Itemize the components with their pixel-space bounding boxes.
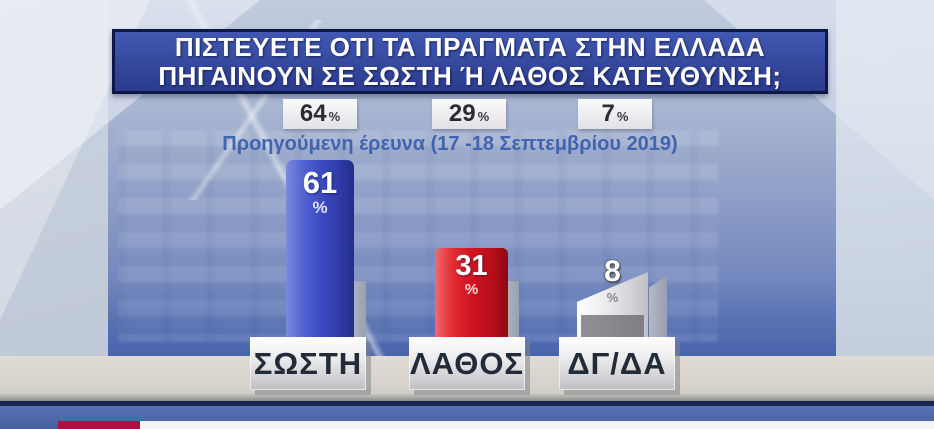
percent-sign: % xyxy=(606,290,619,305)
category-label-lathos: ΛΑΘΟΣ xyxy=(409,337,525,390)
lower-third-red-tab xyxy=(58,421,140,429)
bar-dgda-inner-block xyxy=(581,315,644,337)
category-label-dgda: ΔΓ/ΔΑ xyxy=(559,337,675,390)
previous-survey-caption: Προηγούμενη έρευνα (17 -18 Σεπτεμβρίου 2… xyxy=(222,133,678,155)
lower-third-white-strip xyxy=(140,421,934,429)
question-line-1: ΠΙΣΤΕΥΕΤΕ ΟΤΙ ΤΑ ΠΡΑΓΜΑΤΑ ΣΤΗΝ ΕΛΛΑΔΑ xyxy=(174,31,766,62)
bar-sosti: 61 % xyxy=(286,160,354,340)
lower-third-edge xyxy=(0,394,934,401)
lower-third-navy-line xyxy=(0,401,934,406)
backdrop-right-panel xyxy=(836,0,934,360)
bar-sosti-value: 61 xyxy=(302,165,338,200)
previous-value-sosti: 64 % xyxy=(283,99,357,129)
question-line-2: ΠΗΓΑΙΝΟΥΝ ΣΕ ΣΩΣΤΗ Ή ΛΑΘΟΣ ΚΑΤΕΥΘΥΝΣΗ; xyxy=(158,60,782,91)
percent-sign: % xyxy=(616,109,629,124)
percent-sign: % xyxy=(477,109,490,124)
bar-lathos: 31 % xyxy=(435,248,508,340)
bar-lathos-value: 31 xyxy=(455,250,488,282)
previous-value-dgda: 7 % xyxy=(578,99,652,129)
bar-shadow-dgda xyxy=(649,276,667,340)
previous-value-sosti-number: 64 xyxy=(299,100,327,127)
percent-sign: % xyxy=(464,281,479,298)
bar-dgda-value: 8 xyxy=(604,255,621,288)
previous-value-lathos: 29 % xyxy=(432,99,506,129)
category-label-sosti: ΣΩΣΤΗ xyxy=(250,337,366,390)
percent-sign: % xyxy=(312,198,328,217)
question-panel: ΠΙΣΤΕΥΕΤΕ ΟΤΙ ΤΑ ΠΡΑΓΜΑΤΑ ΣΤΗΝ ΕΛΛΑΔΑ ΠΗ… xyxy=(112,29,828,94)
previous-value-dgda-number: 7 xyxy=(601,100,615,127)
percent-sign: % xyxy=(328,109,341,124)
previous-value-lathos-number: 29 xyxy=(448,100,476,127)
